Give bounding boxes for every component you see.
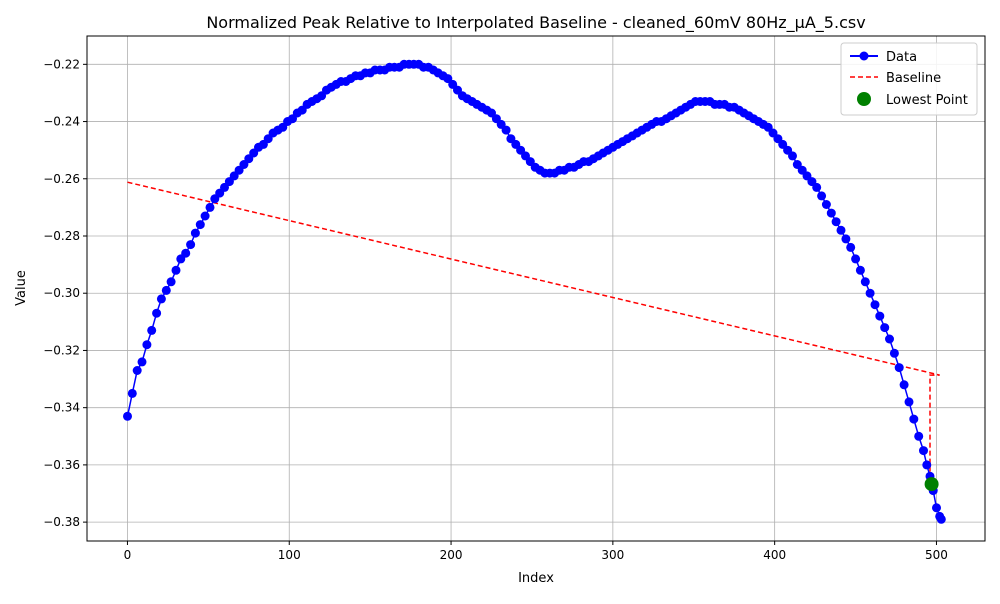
data-point [870, 300, 880, 310]
data-point [846, 242, 856, 252]
data-point [195, 220, 205, 230]
data-point [161, 285, 171, 295]
legend-data-marker [859, 51, 869, 61]
y-tick-label: −0.38 [43, 515, 80, 529]
data-point [899, 380, 909, 390]
data-point [205, 202, 215, 212]
data-point [880, 323, 890, 333]
y-axis-ticks: −0.38 −0.36 −0.34 −0.32 −0.30 −0.28 −0.26 −0.24… [43, 57, 87, 529]
legend-label-baseline: Baseline [886, 71, 941, 86]
lowest-point-series [924, 477, 939, 492]
data-point [152, 308, 162, 318]
data-point [127, 388, 137, 398]
y-tick-label: −0.34 [43, 401, 80, 415]
data-point [932, 503, 941, 513]
data-point [919, 446, 928, 456]
legend-label-data: Data [886, 50, 917, 65]
data-point [132, 366, 142, 375]
x-tick-label: 500 [925, 548, 948, 562]
legend-frame [840, 42, 978, 116]
data-point [855, 265, 865, 275]
y-tick-label: −0.22 [43, 57, 80, 71]
lowest-point-marker [924, 477, 939, 492]
data-point [904, 397, 914, 407]
data-point [875, 311, 885, 321]
grid-lines [87, 36, 985, 541]
data-point [836, 225, 846, 235]
data-point [831, 217, 841, 227]
data-point [936, 514, 946, 524]
data-point [147, 325, 157, 335]
x-axis-label: Index [518, 571, 554, 586]
y-tick-label: −0.24 [43, 115, 80, 129]
legend-label-lowest: Lowest Point [886, 93, 968, 108]
x-tick-label: 200 [440, 548, 463, 562]
x-tick-label: 0 [124, 548, 132, 562]
y-tick-label: −0.26 [43, 172, 80, 186]
data-point [865, 288, 875, 298]
data-point [817, 191, 827, 201]
data-point [123, 411, 132, 421]
baseline-line [127, 181, 940, 485]
data-point [788, 151, 797, 161]
y-tick-label: −0.30 [43, 286, 80, 300]
data-point [166, 277, 176, 287]
baseline-series [127, 181, 940, 485]
data-point [137, 357, 147, 367]
legend: Data Baseline Lowest Point [840, 42, 978, 116]
data-point [186, 240, 196, 250]
data-point [909, 414, 919, 424]
x-tick-label: 400 [763, 548, 786, 562]
data-point [812, 182, 822, 192]
y-tick-label: −0.32 [43, 343, 80, 357]
data-point [889, 348, 899, 358]
data-point [190, 228, 200, 238]
plot-frame [86, 35, 986, 542]
chart-title: Normalized Peak Relative to Interpolated… [206, 13, 865, 33]
y-axis-label: Value [14, 270, 29, 306]
data-point [851, 254, 861, 264]
data-point [501, 125, 511, 135]
data-series [123, 59, 946, 524]
data-point [821, 200, 831, 209]
data-point [142, 340, 152, 350]
data-point [914, 431, 924, 441]
legend-lowest-marker [857, 92, 871, 106]
data-point [200, 211, 210, 221]
x-tick-label: 100 [278, 548, 301, 562]
data-point [922, 460, 932, 470]
x-axis-ticks: 0 100 200 300 400 500 [124, 541, 948, 562]
data-point [181, 248, 191, 258]
data-point [860, 277, 870, 287]
data-point [826, 208, 836, 218]
x-tick-label: 300 [601, 548, 624, 562]
data-point [894, 363, 904, 373]
y-tick-label: −0.36 [43, 458, 80, 472]
data-point [171, 265, 181, 275]
y-tick-label: −0.28 [43, 229, 80, 243]
data-point [885, 334, 894, 344]
data-point [841, 234, 851, 244]
data-point [156, 294, 166, 304]
